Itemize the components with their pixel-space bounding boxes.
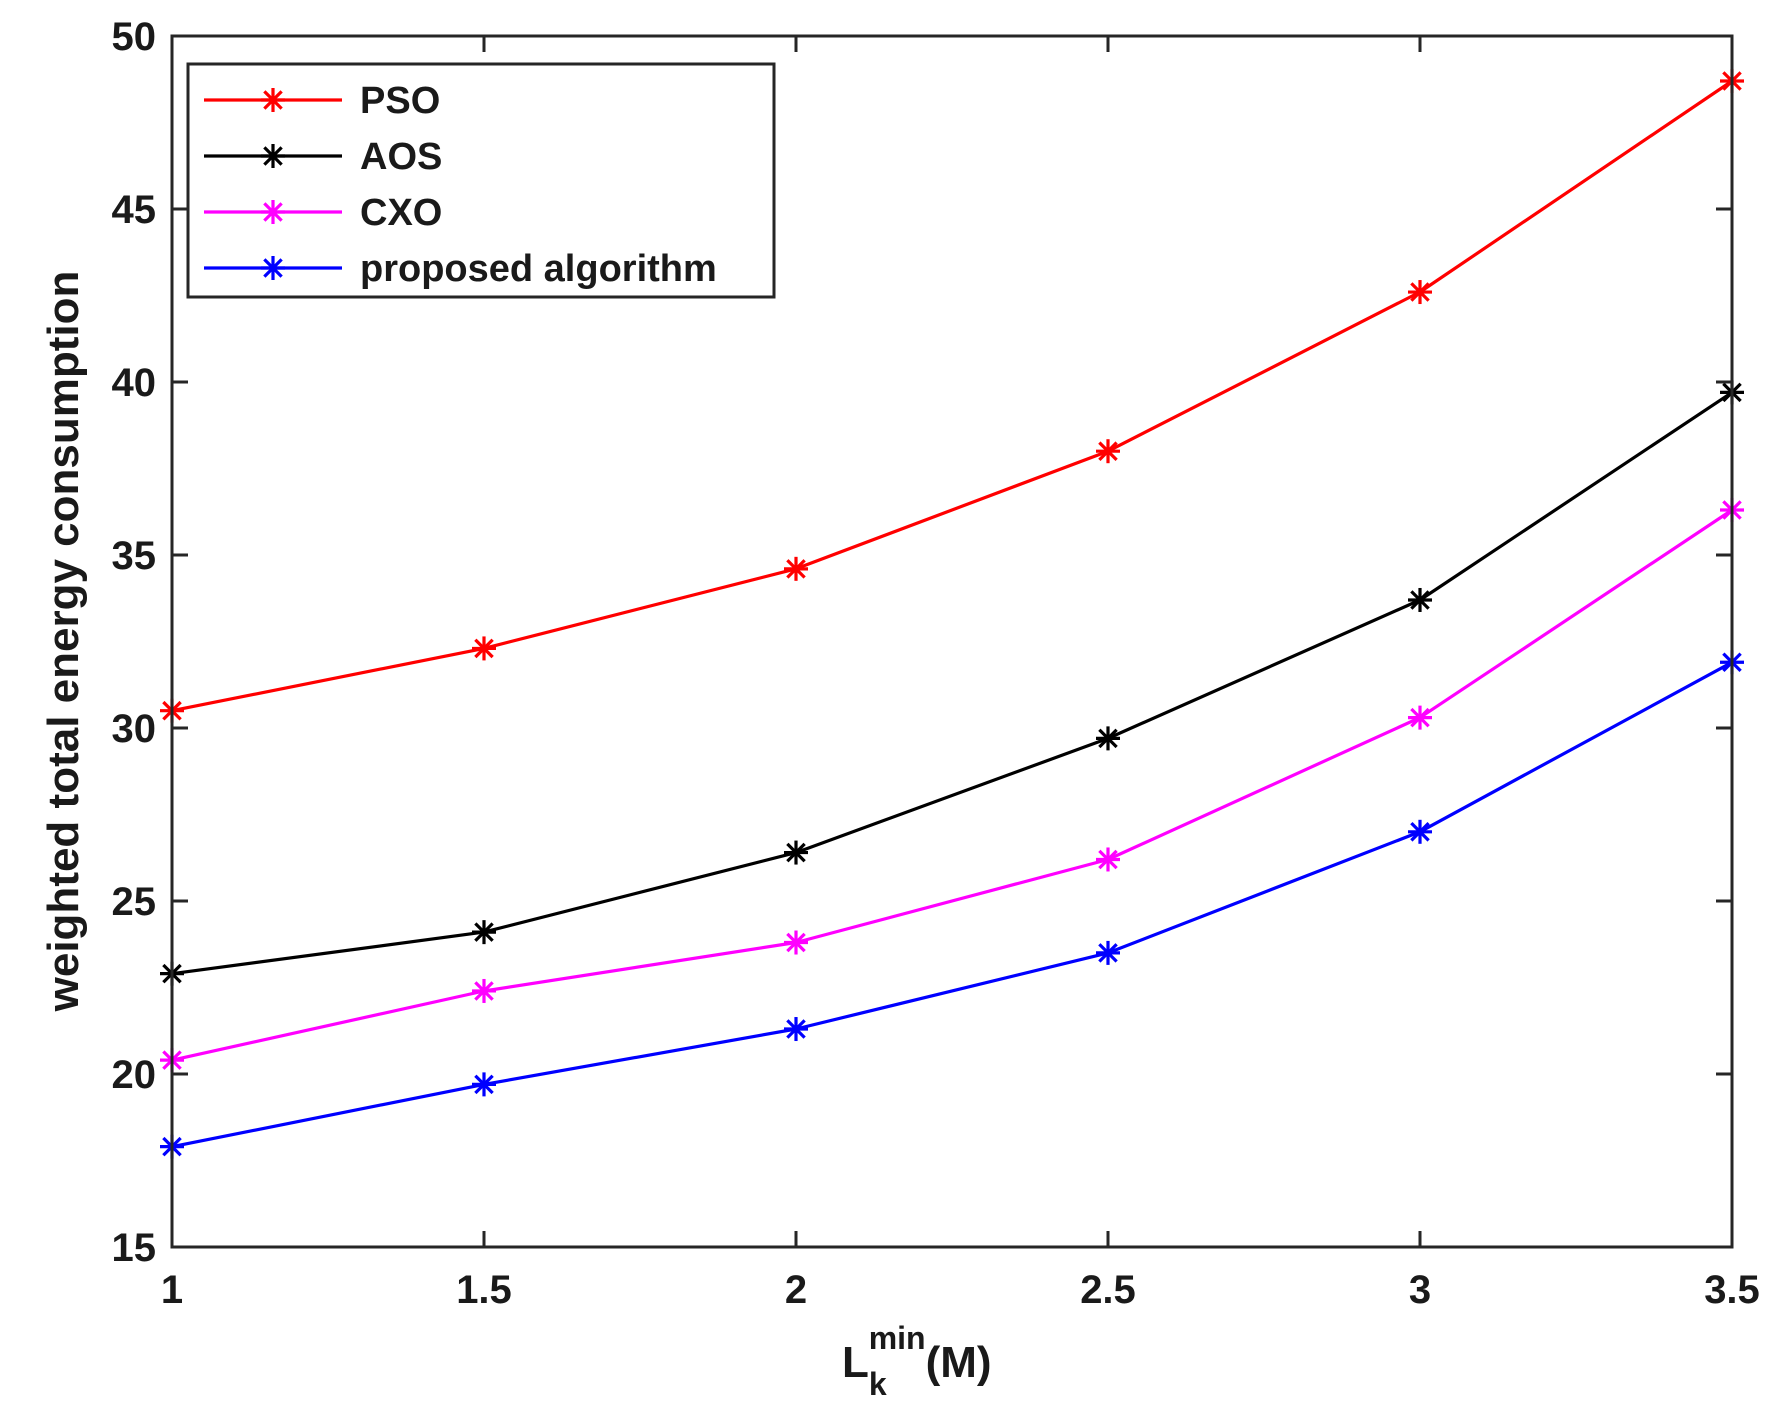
series-line (171, 508, 1733, 1062)
plot-frame (170, 34, 1734, 1249)
legend-items: PSO AOS CXO proposed algorithm (204, 80, 717, 290)
legend-swatch-marker (261, 200, 285, 224)
x-tick-label: 2.5 (1080, 1268, 1136, 1312)
legend-label: proposed algorithm (360, 248, 717, 290)
data-point-marker (1408, 705, 1432, 730)
data-point-marker (472, 1072, 496, 1097)
y-tick-label: 25 (112, 880, 157, 924)
data-point-marker (784, 1017, 808, 1042)
x-axis-label-main: L (842, 1338, 869, 1387)
x-tick-label: 3.5 (1704, 1268, 1760, 1312)
legend-swatch-marker (261, 256, 285, 280)
legend-item: AOS (204, 136, 442, 178)
x-axis-label-subscript: k (869, 1366, 887, 1402)
legend-box (186, 62, 776, 299)
data-point-marker (1408, 280, 1432, 305)
y-axis-label: weighted total energy consumption (39, 271, 88, 1013)
y-tick-label: 20 (112, 1053, 157, 1097)
x-tick-label: 1 (161, 1268, 183, 1312)
series-line (171, 660, 1733, 1149)
legend-swatch-marker (261, 88, 285, 112)
tick-layer: 1 1.5 2 2.5 3 3.5 15 20 25 30 35 40 45 50 (112, 15, 1760, 1312)
data-point-marker (1408, 587, 1432, 612)
x-tick-label: 1.5 (456, 1268, 512, 1312)
data-point-marker (1408, 819, 1432, 844)
legend-label: CXO (360, 192, 442, 234)
legend-label: AOS (360, 136, 442, 178)
x-axis-label: Lk min(M) (842, 1320, 992, 1402)
legend: PSO AOS CXO proposed algorithm (186, 62, 776, 299)
data-point-marker (784, 840, 808, 865)
legend-item: CXO (204, 192, 442, 234)
series-line (171, 391, 1733, 976)
series-proposed-algorithm (160, 650, 1744, 1159)
data-point-marker (1096, 726, 1120, 751)
y-tick-label: 50 (112, 15, 157, 59)
legend-label: PSO (360, 80, 440, 122)
x-tick-label: 3 (1409, 1268, 1431, 1312)
y-tick-label: 15 (112, 1226, 157, 1270)
x-axis-label-suffix: (M) (926, 1338, 992, 1387)
y-tick-label: 35 (112, 534, 157, 578)
series-line (171, 79, 1733, 713)
data-point-marker (784, 556, 808, 581)
legend-swatch-marker (261, 144, 285, 168)
data-point-marker (472, 920, 496, 945)
x-axis-label-superscript: min (869, 1320, 926, 1356)
data-point-marker (472, 978, 496, 1003)
y-tick-label: 30 (112, 707, 157, 751)
y-tick-label: 40 (112, 361, 157, 405)
data-point-marker (784, 930, 808, 955)
data-point-marker (472, 636, 496, 661)
data-point-marker (1096, 940, 1120, 965)
y-tick-label: 45 (112, 188, 157, 232)
legend-item: PSO (204, 80, 440, 122)
x-tick-label: 2 (785, 1268, 807, 1312)
data-point-marker (1096, 847, 1120, 872)
data-point-marker (1096, 439, 1120, 464)
legend-item: proposed algorithm (204, 248, 717, 290)
